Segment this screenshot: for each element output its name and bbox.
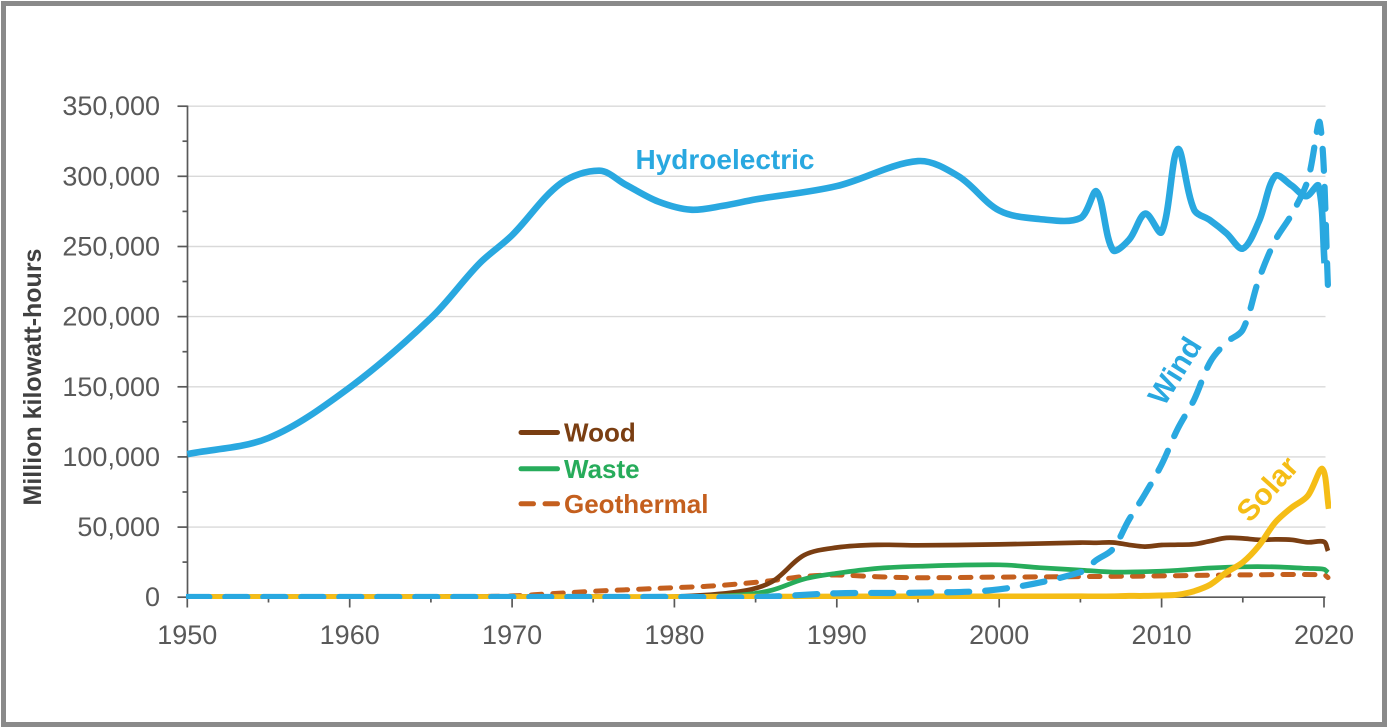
svg-text:Waste: Waste bbox=[564, 454, 640, 484]
svg-text:350,000: 350,000 bbox=[62, 91, 160, 121]
svg-text:200,000: 200,000 bbox=[62, 302, 160, 332]
svg-text:Wood: Wood bbox=[564, 418, 636, 448]
svg-text:150,000: 150,000 bbox=[62, 372, 160, 402]
svg-text:0: 0 bbox=[145, 582, 160, 612]
svg-text:250,000: 250,000 bbox=[62, 232, 160, 262]
svg-text:2020: 2020 bbox=[1294, 620, 1354, 650]
svg-text:50,000: 50,000 bbox=[77, 512, 160, 542]
svg-text:1990: 1990 bbox=[807, 620, 867, 650]
svg-text:2000: 2000 bbox=[969, 620, 1029, 650]
svg-text:Hydroelectric: Hydroelectric bbox=[636, 144, 815, 175]
svg-text:1980: 1980 bbox=[644, 620, 704, 650]
svg-text:300,000: 300,000 bbox=[62, 161, 160, 191]
svg-text:1970: 1970 bbox=[482, 620, 542, 650]
svg-text:Geothermal: Geothermal bbox=[564, 489, 709, 519]
svg-text:1950: 1950 bbox=[157, 620, 217, 650]
svg-text:1960: 1960 bbox=[320, 620, 380, 650]
svg-text:Million kilowatt-hours: Million kilowatt-hours bbox=[19, 249, 47, 506]
svg-text:100,000: 100,000 bbox=[62, 442, 160, 472]
svg-text:2010: 2010 bbox=[1132, 620, 1192, 650]
